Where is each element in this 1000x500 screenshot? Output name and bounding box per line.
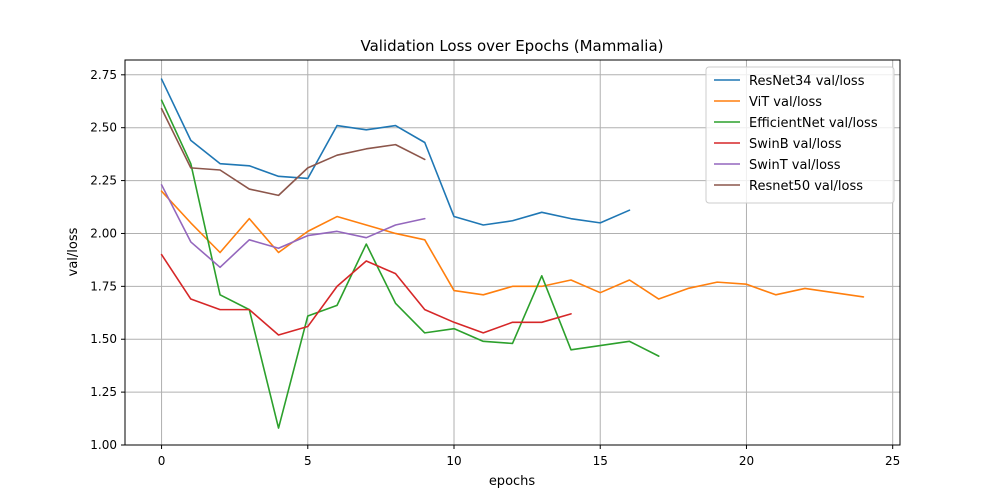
x-tick-label: 0 bbox=[158, 454, 166, 468]
y-tick-label: 1.25 bbox=[90, 385, 117, 399]
legend-entry-label: Resnet50 val/loss bbox=[749, 179, 863, 194]
plot-frame bbox=[124, 59, 901, 446]
y-tick-label: 2.75 bbox=[90, 68, 117, 82]
x-tick-label: 5 bbox=[304, 454, 312, 468]
series-line-3 bbox=[160, 253, 572, 336]
y-tick-label: 1.00 bbox=[90, 438, 117, 452]
series-line-5 bbox=[160, 107, 426, 197]
x-tick-label: 15 bbox=[593, 454, 608, 468]
legend-entry-label: EfficientNet val/loss bbox=[749, 116, 878, 131]
y-tick-label: 2.50 bbox=[90, 121, 117, 135]
series-line-0 bbox=[160, 78, 631, 226]
y-axis-label: val/loss bbox=[66, 227, 81, 276]
legend-entry-label: ViT val/loss bbox=[749, 95, 822, 110]
chart-title: Validation Loss over Epochs (Mammalia) bbox=[360, 37, 663, 55]
series-lines bbox=[160, 78, 865, 429]
series-line-1 bbox=[160, 190, 865, 300]
series-line-2 bbox=[160, 99, 660, 429]
legend-entry-label: SwinT val/loss bbox=[749, 158, 841, 173]
legend-entry-label: SwinB val/loss bbox=[749, 137, 842, 152]
y-tick-label: 2.00 bbox=[90, 226, 117, 240]
x-axis-label: epochs bbox=[489, 474, 536, 489]
x-tick-label: 10 bbox=[446, 454, 461, 468]
y-tick-label: 1.75 bbox=[90, 279, 117, 293]
legend-entry-label: ResNet34 val/loss bbox=[749, 74, 865, 89]
y-tick-label: 2.25 bbox=[90, 174, 117, 188]
x-tick-label: 20 bbox=[739, 454, 754, 468]
series-line-4 bbox=[160, 184, 426, 269]
legend-box bbox=[705, 66, 895, 204]
x-tick-label: 25 bbox=[885, 454, 900, 468]
legend: ResNet34 val/loss ViT val/loss EfficientNe… bbox=[705, 66, 895, 204]
axis-ticks: 0 5 10 15 20 25 1.00 1.25 1.50 1.75 2.00 2.25 2.50 2.… bbox=[90, 68, 900, 468]
y-tick-label: 1.50 bbox=[90, 332, 117, 346]
